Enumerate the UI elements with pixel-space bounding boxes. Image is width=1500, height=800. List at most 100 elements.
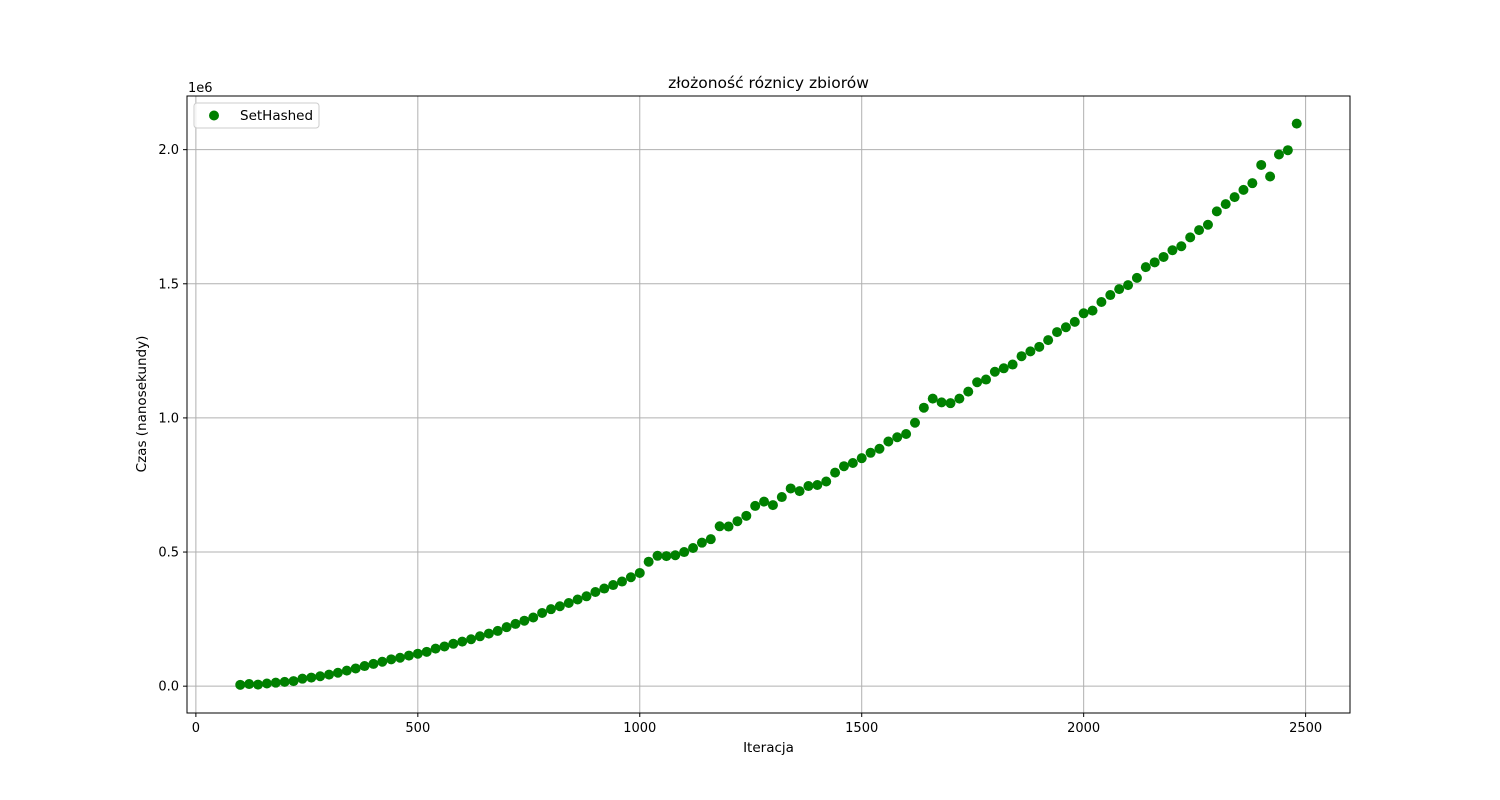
- y-tick-label: 0.5: [158, 546, 179, 561]
- data-point: [661, 551, 672, 562]
- legend: SetHashed: [193, 102, 320, 129]
- data-point: [395, 652, 406, 663]
- data-point: [1149, 257, 1160, 268]
- data-point: [794, 486, 805, 497]
- data-point: [501, 622, 512, 633]
- data-point: [1060, 322, 1071, 333]
- grid: [187, 96, 1350, 713]
- data-point: [315, 671, 326, 682]
- data-point: [617, 576, 628, 587]
- data-point: [989, 366, 1000, 377]
- data-point: [918, 402, 929, 413]
- data-point: [1158, 251, 1169, 262]
- x-tick-label: 0: [192, 721, 200, 736]
- data-point: [1167, 245, 1178, 256]
- data-point: [1043, 335, 1054, 346]
- data-point: [1016, 351, 1027, 362]
- data-point: [705, 534, 716, 545]
- data-point: [590, 587, 601, 598]
- data-point: [1078, 308, 1089, 319]
- x-tick-label: 2500: [1289, 721, 1322, 736]
- data-point: [386, 654, 397, 665]
- data-point: [696, 537, 707, 548]
- data-point: [324, 669, 335, 680]
- data-point: [643, 556, 654, 567]
- x-tick-label: 500: [405, 721, 430, 736]
- data-point: [537, 607, 548, 618]
- data-point: [679, 547, 690, 558]
- data-point: [1273, 149, 1284, 160]
- x-tick-label: 1000: [623, 721, 656, 736]
- data-point: [466, 634, 477, 645]
- data-point: [1105, 290, 1116, 301]
- data-point: [270, 677, 281, 688]
- legend-box: [193, 102, 320, 129]
- data-point: [759, 496, 770, 507]
- data-point: [998, 363, 1009, 374]
- data-point: [1096, 297, 1107, 308]
- data-point: [1282, 145, 1293, 156]
- data-point: [767, 500, 778, 511]
- data-point: [368, 658, 379, 669]
- x-ticks: 0 500 1000 1500 2000 2500: [192, 713, 1322, 736]
- data-point: [892, 432, 903, 443]
- data-point: [1265, 171, 1276, 182]
- data-point: [288, 676, 299, 687]
- y-tick-label: 0.0: [158, 680, 179, 695]
- data-point: [963, 386, 974, 397]
- data-point: [350, 663, 361, 674]
- data-point: [528, 612, 539, 623]
- data-point: [785, 483, 796, 494]
- data-point: [945, 398, 956, 409]
- data-point: [688, 543, 699, 554]
- data-points: [235, 118, 1302, 690]
- data-point: [430, 643, 441, 654]
- data-point: [1114, 284, 1125, 295]
- data-point: [652, 550, 663, 561]
- data-point: [909, 417, 920, 428]
- data-point: [439, 641, 450, 652]
- y-ticks: 0.0 0.5 1.0 1.5 2.0: [158, 143, 187, 695]
- data-point: [253, 679, 264, 690]
- data-point: [492, 625, 503, 636]
- data-point: [972, 377, 983, 388]
- data-point: [1238, 184, 1249, 195]
- legend-label: SetHashed: [240, 108, 313, 124]
- data-point: [634, 567, 645, 578]
- data-point: [732, 516, 743, 527]
- data-point: [927, 393, 938, 404]
- data-point: [359, 661, 370, 672]
- data-point: [403, 650, 414, 661]
- data-point: [1069, 316, 1080, 327]
- data-point: [901, 429, 912, 440]
- data-point: [1185, 232, 1196, 243]
- data-point: [1087, 305, 1098, 316]
- data-point: [510, 618, 521, 629]
- data-point: [1211, 206, 1222, 217]
- data-point: [714, 521, 725, 532]
- chart-title: złożoność róznicy zbiorów: [668, 74, 869, 92]
- data-point: [474, 631, 485, 642]
- data-point: [981, 374, 992, 385]
- data-point: [883, 436, 894, 447]
- data-point: [847, 457, 858, 468]
- x-axis-label: Iteracja: [743, 740, 794, 756]
- plot-frame: [186, 95, 1351, 714]
- data-point: [572, 594, 583, 605]
- data-point: [812, 479, 823, 490]
- data-point: [954, 393, 965, 404]
- data-point: [856, 453, 867, 464]
- data-point: [261, 678, 272, 689]
- data-point: [821, 476, 832, 487]
- data-point: [599, 583, 610, 594]
- data-point: [1025, 346, 1036, 357]
- data-point: [1202, 219, 1213, 230]
- y-axis-label: Czas (nanosekundy): [134, 336, 150, 473]
- data-point: [1131, 272, 1142, 283]
- data-point: [519, 615, 530, 626]
- data-point: [1176, 241, 1187, 252]
- data-point: [279, 676, 290, 687]
- data-point: [1034, 341, 1045, 352]
